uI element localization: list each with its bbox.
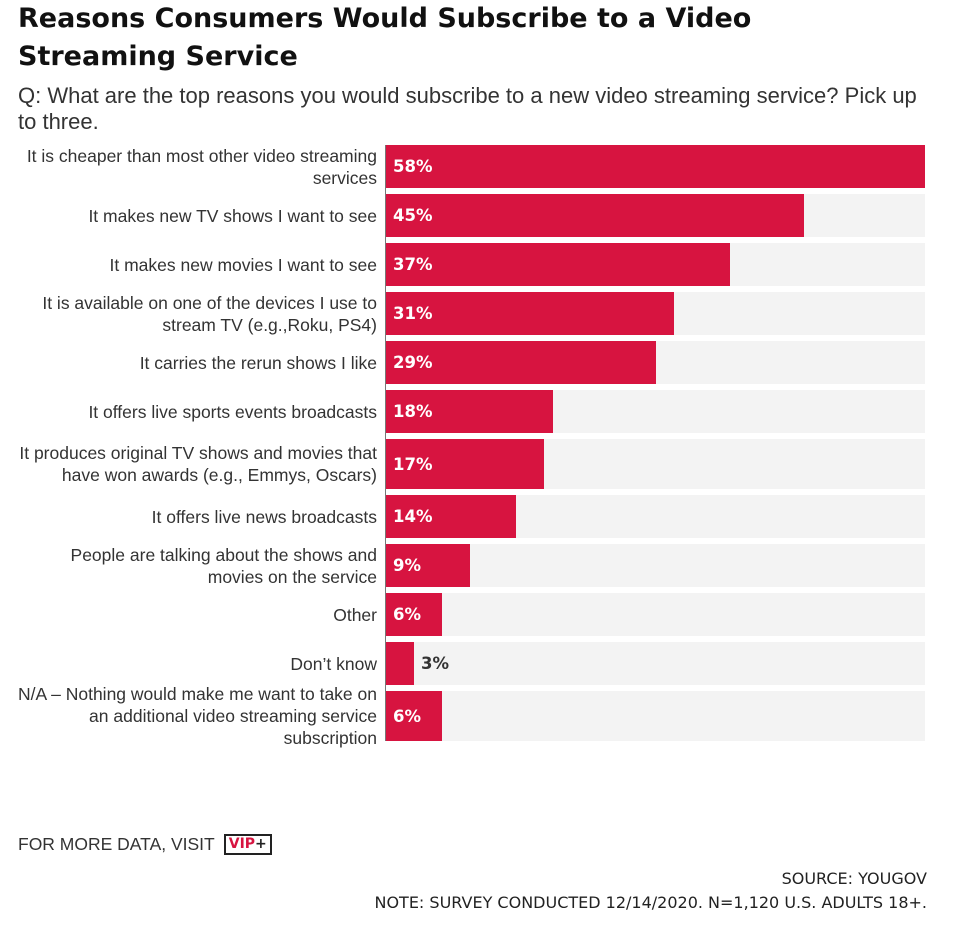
bar-row: It offers live news broadcasts 14% [0, 495, 959, 538]
bar-row: Don’t know 3% [0, 642, 959, 685]
source-text: SOURCE: YOUGOV [781, 869, 927, 888]
bar-row: It produces original TV shows and movies… [0, 439, 959, 489]
category-label: It offers live news broadcasts [151, 506, 377, 527]
vip-plus-logo[interactable]: VIP+ [223, 834, 272, 855]
bar-track [386, 642, 925, 685]
category-label: It makes new movies I want to see [109, 254, 377, 275]
bar [386, 341, 656, 384]
category-axis-line [385, 145, 386, 741]
bar-value-label: 9% [393, 556, 422, 575]
bar [386, 544, 470, 587]
bar-value-label: 58% [393, 157, 433, 176]
bar-track [386, 544, 925, 587]
note-text: NOTE: SURVEY CONDUCTED 12/14/2020. N=1,1… [374, 893, 927, 912]
bar-row: It is cheaper than most other video stre… [0, 145, 959, 188]
bar [386, 390, 553, 433]
chart-title: Reasons Consumers Would Subscribe to a V… [18, 3, 752, 72]
bar-value-label: 6% [393, 605, 422, 624]
bar-row: People are talking about the shows and m… [0, 544, 959, 587]
bar-row: It makes new TV shows I want to see 45% [0, 194, 959, 237]
bar-value-label: 31% [393, 304, 433, 323]
bar-value-label: 45% [393, 206, 433, 225]
bar-track [386, 593, 925, 636]
bar [386, 292, 674, 335]
category-label: It makes new TV shows I want to see [88, 205, 377, 226]
category-label: It produces original TV shows and movies… [19, 443, 377, 485]
bar-value-label: 29% [393, 353, 433, 372]
bar [386, 593, 442, 636]
bar [386, 642, 414, 685]
bar-chart: It is cheaper than most other video stre… [0, 145, 959, 775]
category-label: It is available on one of the devices I … [42, 292, 377, 335]
chart-subtitle: Q: What are the top reasons you would su… [18, 83, 917, 134]
bar-value-label: 14% [393, 507, 433, 526]
bar-row: It makes new movies I want to see 37% [0, 243, 959, 286]
source-block: SOURCE: YOUGOV NOTE: SURVEY CONDUCTED 12… [374, 866, 927, 914]
bar-row: It carries the rerun shows I like 29% [0, 341, 959, 384]
category-label: Other [333, 604, 377, 625]
bar-value-label: 6% [393, 706, 422, 726]
bar-value-label: 17% [393, 454, 433, 474]
bar-track [386, 691, 925, 741]
bar [386, 243, 730, 286]
bar-value-label: 18% [393, 402, 433, 421]
category-label: People are talking about the shows and m… [70, 544, 377, 587]
bar-row: It offers live sports events broadcasts 1… [0, 390, 959, 433]
category-label: It carries the rerun shows I like [139, 352, 377, 373]
bar [386, 145, 925, 188]
bar [386, 495, 516, 538]
bar-row: It is available on one of the devices I … [0, 292, 959, 335]
bar [386, 691, 442, 741]
bar [386, 194, 804, 237]
vip-logo-text: VIP [228, 836, 256, 852]
bar-row: N/A – Nothing would make me want to take… [0, 684, 959, 748]
category-label: It is cheaper than most other video stre… [26, 145, 377, 188]
category-label: N/A – Nothing would make me want to take… [18, 684, 377, 748]
footer-visit: FOR MORE DATA, VISIT VIP+ [18, 834, 272, 855]
vip-logo-plus: + [255, 836, 267, 852]
bar-value-label: 37% [393, 255, 433, 274]
category-label: Don’t know [290, 653, 377, 674]
visit-text: FOR MORE DATA, VISIT [18, 834, 215, 854]
category-label: It offers live sports events broadcasts [88, 401, 377, 422]
bar-row: Other 6% [0, 593, 959, 636]
bar [386, 439, 544, 489]
bar-value-label: 3% [421, 654, 450, 673]
